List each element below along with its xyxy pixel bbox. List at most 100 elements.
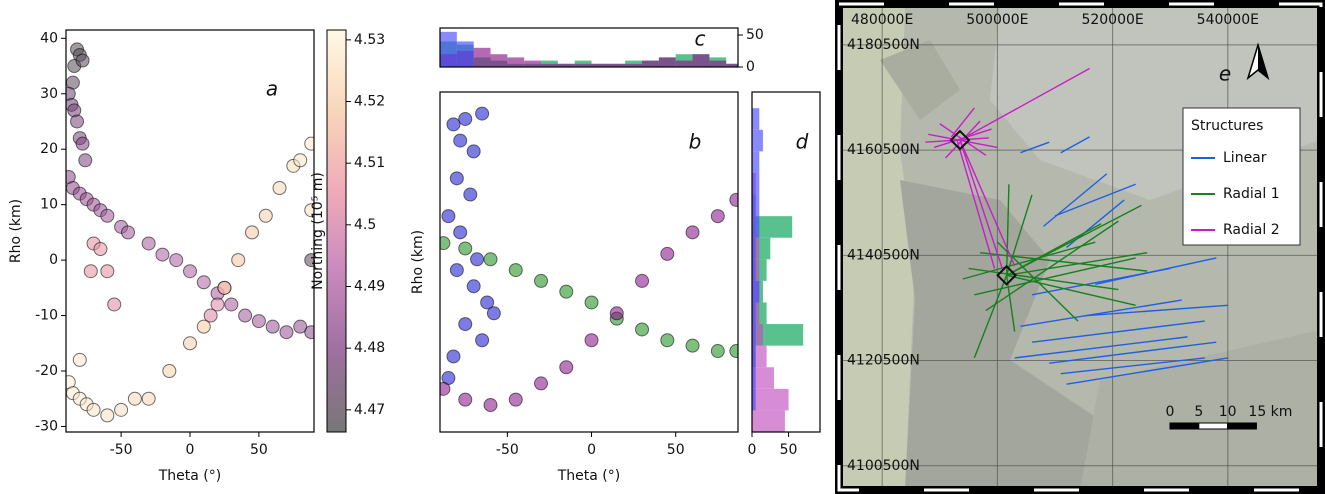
point bbox=[304, 325, 314, 340]
y-axis-label: Rho (km) bbox=[8, 199, 24, 263]
point bbox=[635, 273, 650, 288]
terrain bbox=[880, 40, 960, 120]
point bbox=[258, 208, 273, 223]
plot-frame bbox=[65, 29, 315, 433]
y-tick-label: -30 bbox=[35, 418, 58, 434]
structure-line bbox=[950, 107, 975, 138]
histogram-bar bbox=[541, 63, 558, 67]
x-tick-label: 0 bbox=[748, 442, 757, 458]
plot-frame bbox=[439, 91, 739, 433]
point bbox=[272, 181, 287, 196]
point bbox=[486, 306, 501, 321]
panel-label: c bbox=[695, 27, 706, 51]
point bbox=[584, 295, 599, 310]
x-tick-label: 480000E bbox=[851, 12, 913, 28]
structure-line bbox=[959, 139, 1004, 272]
y-tick-label: 4100500N bbox=[847, 458, 920, 474]
y-tick-label: 30 bbox=[40, 86, 58, 102]
histogram-bar bbox=[675, 60, 693, 67]
structure-line bbox=[962, 241, 1096, 280]
point bbox=[127, 391, 142, 406]
center-marker bbox=[996, 264, 1018, 286]
center-marker bbox=[949, 129, 971, 151]
histogram-bar bbox=[752, 129, 763, 152]
structure-line bbox=[1054, 183, 1136, 217]
structure-line bbox=[980, 251, 1148, 272]
histogram-bar bbox=[752, 324, 763, 346]
terrain bbox=[1080, 330, 1320, 490]
point bbox=[508, 263, 523, 278]
point bbox=[458, 241, 473, 256]
point bbox=[458, 317, 473, 332]
colorbar-tick-label: 4.52 bbox=[354, 94, 385, 110]
point bbox=[100, 264, 115, 279]
histogram-bar bbox=[625, 63, 643, 67]
point bbox=[162, 364, 177, 379]
structure-line bbox=[1020, 141, 1050, 154]
legend-label: Radial 1 bbox=[1223, 186, 1280, 202]
histogram-bar bbox=[473, 47, 491, 67]
point bbox=[217, 280, 232, 295]
point bbox=[483, 252, 498, 267]
structure-line bbox=[1060, 136, 1090, 154]
y-tick-label: 50 bbox=[746, 27, 764, 43]
histogram-bar bbox=[752, 237, 756, 260]
point bbox=[440, 236, 451, 251]
structure-line bbox=[1014, 336, 1188, 359]
colorbar-tick-label: 4.51 bbox=[354, 155, 385, 171]
x-tick-label: 520000E bbox=[1081, 12, 1143, 28]
point bbox=[75, 136, 90, 151]
x-tick-label: -50 bbox=[496, 442, 519, 458]
colorbar-tick-label: 4.5 bbox=[354, 217, 376, 233]
point bbox=[475, 333, 490, 348]
north-arrow bbox=[1246, 42, 1270, 81]
point bbox=[196, 319, 211, 334]
histogram-bar bbox=[709, 60, 727, 67]
histogram-bar bbox=[524, 60, 542, 67]
point bbox=[449, 171, 464, 186]
x-axis-label: Theta (°) bbox=[557, 468, 620, 484]
y-tick-label: 20 bbox=[40, 141, 58, 157]
point bbox=[169, 253, 184, 268]
point bbox=[453, 133, 468, 148]
structure-line bbox=[1031, 320, 1205, 343]
point bbox=[183, 336, 197, 351]
scalebar-label: 5 bbox=[1194, 404, 1203, 420]
histogram-bar bbox=[752, 388, 789, 411]
y-tick-label: 0 bbox=[49, 252, 58, 268]
x-tick-label: 50 bbox=[667, 442, 685, 458]
point bbox=[635, 322, 650, 337]
point bbox=[304, 253, 314, 268]
x-tick-label: -50 bbox=[110, 442, 133, 458]
point bbox=[470, 252, 485, 267]
panel-label: a bbox=[266, 77, 278, 101]
histogram-bar bbox=[752, 410, 785, 432]
point bbox=[440, 381, 451, 396]
histogram-bar bbox=[507, 57, 525, 67]
plot-area bbox=[440, 31, 738, 67]
scalebar-label: 10 bbox=[1219, 404, 1237, 420]
point bbox=[78, 153, 93, 168]
histogram-bar bbox=[591, 63, 609, 67]
y-tick-label: 4120500N bbox=[847, 353, 920, 369]
histogram-bar bbox=[752, 345, 756, 368]
point bbox=[83, 264, 98, 279]
histogram-bar bbox=[541, 60, 558, 67]
histogram-bar bbox=[692, 54, 710, 67]
point bbox=[609, 306, 624, 321]
histogram-bar bbox=[752, 388, 756, 411]
structure-line bbox=[959, 139, 1016, 267]
structure-line bbox=[959, 67, 1090, 141]
structure-line bbox=[985, 220, 1119, 312]
point bbox=[710, 344, 725, 359]
north-arrow-shade bbox=[1258, 45, 1268, 78]
scalebar-segment bbox=[1227, 422, 1257, 430]
colorbar-tick-label: 4.49 bbox=[354, 278, 385, 294]
x-tick-label: 500000E bbox=[966, 12, 1028, 28]
point bbox=[100, 208, 115, 223]
histogram-bar bbox=[752, 216, 760, 238]
point bbox=[265, 319, 280, 334]
y-tick-label: 0 bbox=[746, 59, 755, 75]
x-tick-label: 540000E bbox=[1197, 12, 1259, 28]
